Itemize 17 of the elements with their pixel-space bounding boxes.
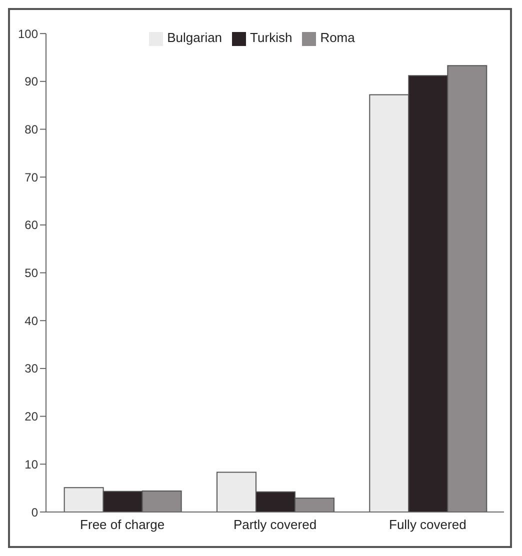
y-tick-label: 60 xyxy=(24,218,38,232)
y-tick-label: 0 xyxy=(31,505,38,520)
y-tick-label: 80 xyxy=(24,122,38,137)
y-tick-label: 70 xyxy=(24,170,38,184)
x-tick-label: Fully covered xyxy=(389,517,466,532)
y-tick-label: 20 xyxy=(24,410,38,424)
y-tick-label: 10 xyxy=(24,457,38,472)
legend-label: Roma xyxy=(320,30,355,45)
x-tick-label: Free of charge xyxy=(80,517,165,532)
legend-label: Bulgarian xyxy=(167,30,222,45)
legend-label: Turkish xyxy=(250,30,292,45)
y-tick-label: 40 xyxy=(24,314,38,328)
y-tick-label: 90 xyxy=(24,74,38,89)
y-tick-label: 50 xyxy=(24,266,38,280)
x-tick-label: Partly covered xyxy=(233,517,317,532)
y-tick-label: 30 xyxy=(24,362,38,376)
y-tick-label: 100 xyxy=(18,26,38,41)
